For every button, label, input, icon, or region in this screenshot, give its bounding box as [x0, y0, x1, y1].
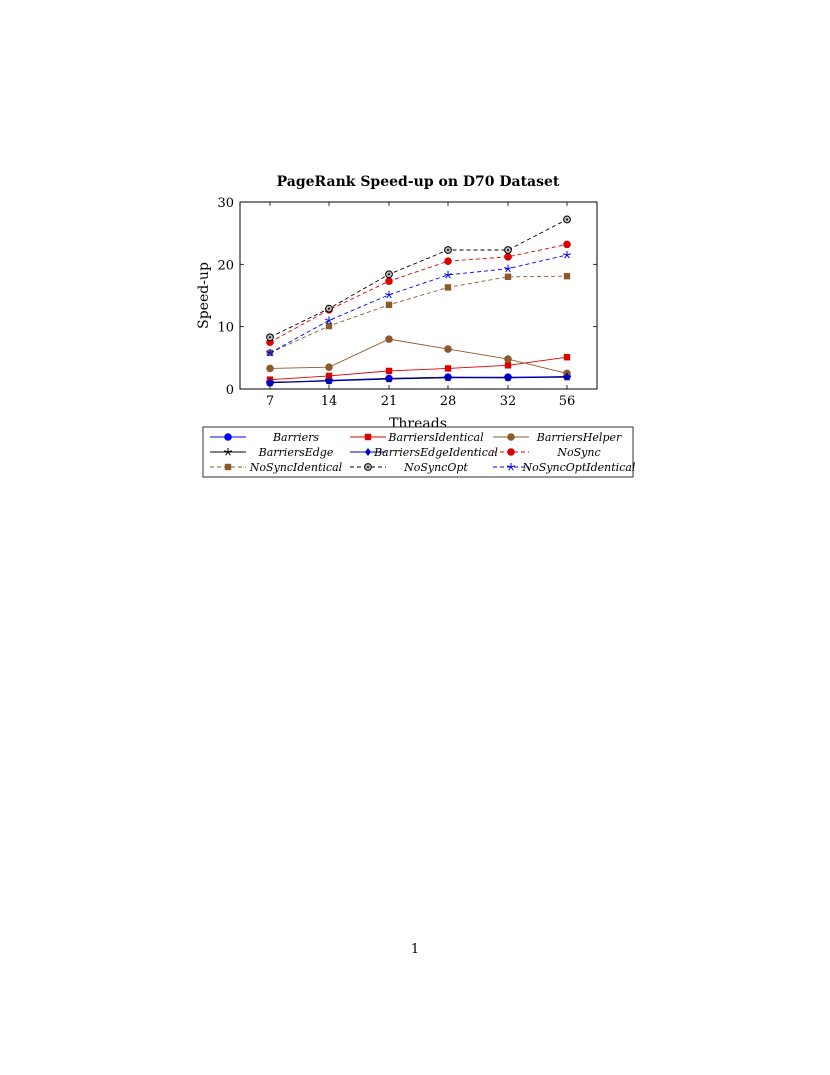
data-point: [563, 272, 571, 280]
legend-entry: Barriers: [210, 431, 319, 444]
data-point: [385, 270, 393, 279]
data-point: [266, 348, 274, 357]
series-group: [266, 215, 571, 387]
legend-marker: [364, 463, 372, 471]
legend-marker: [365, 448, 371, 456]
data-point: [385, 290, 393, 299]
data-point: [385, 335, 393, 343]
y-tick-label: 10: [217, 321, 234, 336]
data-point: [444, 257, 452, 266]
y-tick-label: 20: [217, 258, 234, 273]
data-point: [386, 374, 392, 383]
data-point: [445, 373, 451, 382]
page-number: 1: [410, 942, 420, 957]
data-point: [563, 354, 571, 361]
series-nosyncidentical: [266, 272, 571, 357]
data-point: [504, 264, 512, 273]
data-point: [504, 355, 512, 363]
legend-entry: BarriersEdge: [210, 446, 334, 459]
x-tick-label: 56: [559, 394, 576, 409]
chart-title: PageRank Speed-up on D70 Dataset: [277, 174, 560, 190]
data-point: [266, 333, 274, 342]
series-line: [269, 254, 568, 354]
x-tick-label: 14: [321, 394, 338, 409]
y-axis-label: Speed-up: [196, 262, 212, 329]
data-point: [504, 246, 512, 254]
series-line: [269, 356, 568, 381]
legend-entry: BarriersHelper: [493, 431, 622, 444]
x-tick-label: 32: [500, 394, 517, 409]
series-line: [269, 376, 568, 383]
axis-ticks: 7 14 21 28 32 56 0 10 20 30: [217, 196, 597, 409]
legend-label: BarriersIdentical: [387, 431, 484, 444]
legend-label: BarriersEdge: [258, 446, 334, 459]
data-point: [325, 304, 333, 313]
data-point: [444, 270, 452, 279]
legend-marker: [224, 448, 232, 456]
data-point: [444, 345, 452, 353]
data-point: [326, 376, 332, 385]
data-point: [385, 367, 393, 375]
legend-box: [202, 426, 634, 478]
data-point: [444, 246, 452, 254]
x-tick-label: 21: [381, 394, 398, 409]
legend-entry: NoSyncOpt: [350, 461, 468, 474]
series-line: [269, 243, 568, 343]
series-barriersedgeidentical: [267, 372, 570, 387]
legend: Barriers BarriersIdentical BarriersHelper B…: [202, 426, 636, 478]
series-line: [269, 219, 568, 338]
series-line: [269, 338, 568, 374]
data-point: [325, 372, 333, 380]
plot-area: [239, 201, 598, 390]
legend-marker: [364, 433, 372, 441]
series-barriers: [266, 372, 571, 387]
x-tick-label: 28: [440, 394, 457, 409]
series-nosyncopt: [266, 215, 571, 342]
legend-entry: NoSyncIdentical: [210, 461, 343, 474]
data-point: [444, 365, 452, 372]
legend-label: BarriersHelper: [536, 431, 622, 444]
data-point: [504, 273, 512, 280]
data-point: [385, 301, 393, 309]
data-point: [385, 277, 393, 285]
legend-marker: [507, 433, 515, 441]
series-nosync: [266, 240, 571, 347]
y-tick-label: 30: [217, 196, 234, 211]
data-point: [563, 250, 571, 259]
legend-label: NoSync: [556, 446, 600, 459]
data-point: [444, 284, 452, 291]
legend-label: NoSyncIdentical: [249, 461, 343, 474]
x-tick-label: 7: [266, 394, 274, 409]
legend-marker: [507, 463, 515, 471]
legend-entry: NoSyncOptIdentical: [493, 461, 636, 474]
legend-marker: [224, 433, 232, 441]
legend-label: Barriers: [272, 431, 319, 444]
data-point: [505, 373, 511, 382]
legend-marker: [224, 463, 232, 471]
data-point: [564, 372, 570, 381]
series-line: [269, 275, 568, 354]
data-point: [325, 363, 333, 371]
data-point: [325, 322, 333, 330]
data-point: [266, 364, 274, 373]
data-point: [504, 362, 512, 369]
data-point: [325, 316, 333, 324]
series-barriersedge: [266, 373, 571, 387]
y-tick-label: 0: [226, 383, 234, 398]
series-nosyncoptidentical: [266, 250, 571, 357]
legend-label: NoSyncOptIdentical: [522, 461, 636, 474]
data-point: [563, 215, 571, 224]
legend-entry: BarriersEdgeIdentical: [350, 446, 498, 459]
legend-entry: BarriersIdentical: [350, 431, 484, 444]
data-point: [504, 253, 512, 261]
legend-marker: [507, 448, 515, 456]
data-point: [267, 378, 273, 387]
legend-label: NoSyncOpt: [403, 461, 468, 474]
legend-label: BarriersEdgeIdentical: [373, 446, 498, 459]
series-barriershelper: [266, 335, 571, 378]
data-point: [563, 240, 571, 249]
legend-entry: NoSync: [493, 446, 601, 459]
